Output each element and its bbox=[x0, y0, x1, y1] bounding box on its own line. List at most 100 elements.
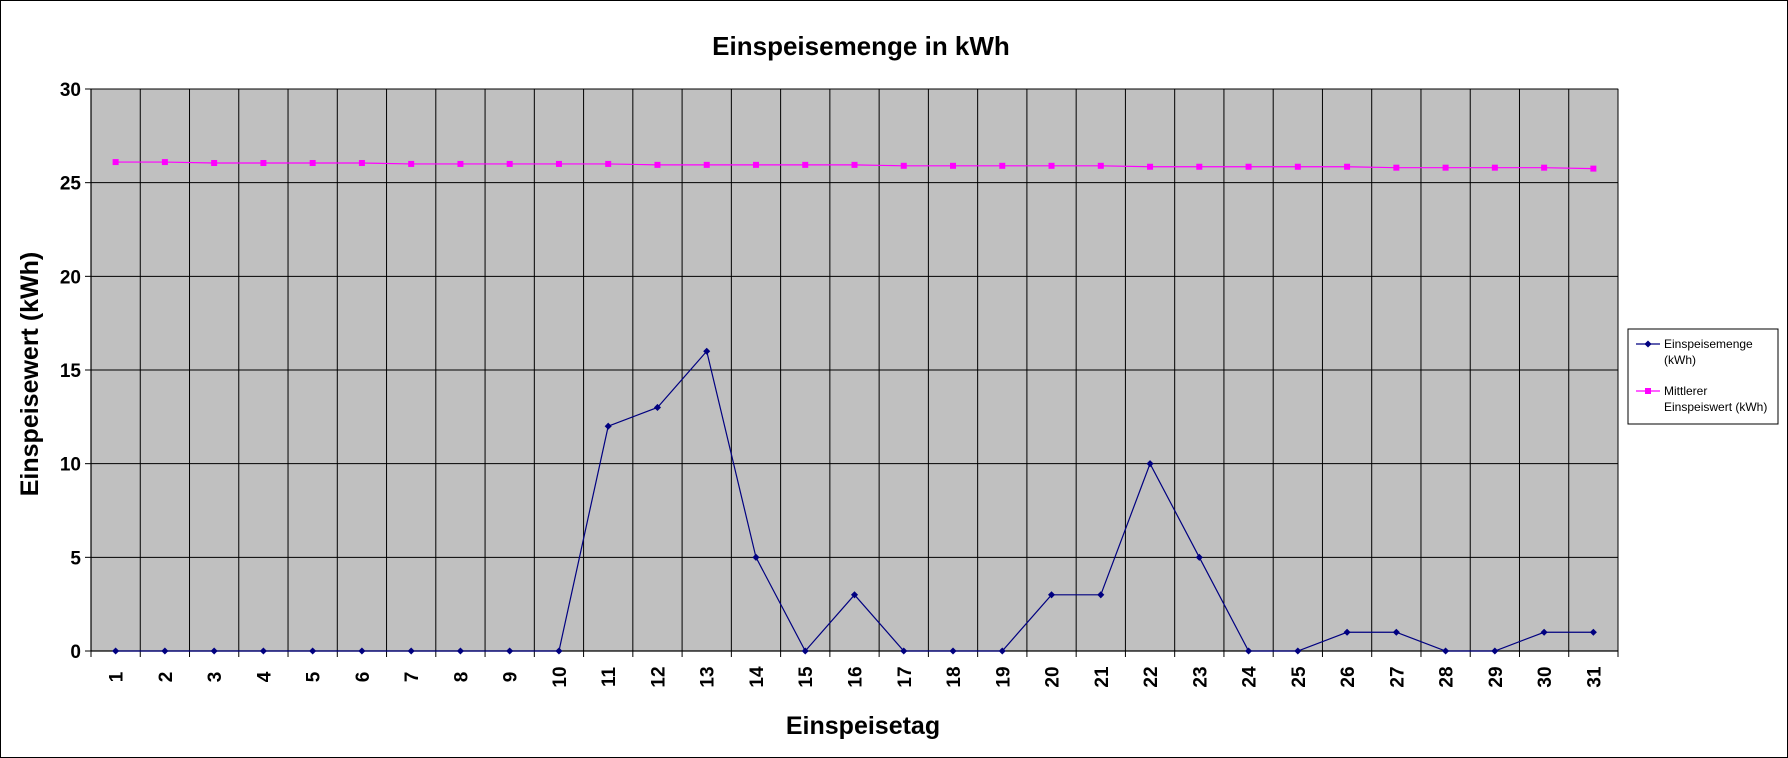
series-2-point-9 bbox=[506, 160, 513, 167]
series-2-point-11 bbox=[605, 160, 612, 167]
x-tick-label-21: 21 bbox=[1092, 666, 1113, 688]
x-tick-label-6: 6 bbox=[353, 672, 374, 683]
legend-label-mittlerer-1: Mittlerer bbox=[1664, 384, 1707, 398]
series-2-point-13 bbox=[703, 161, 710, 168]
series-2-point-23 bbox=[1196, 163, 1203, 170]
series-2-point-5 bbox=[309, 159, 316, 166]
x-tick-label-9: 9 bbox=[501, 672, 522, 683]
series-1-point-3 bbox=[210, 647, 218, 655]
legend-label-einspeisemenge-1: Einspeisemenge bbox=[1664, 337, 1753, 351]
series-2-point-7 bbox=[408, 160, 415, 167]
x-tick-label-3: 3 bbox=[205, 672, 226, 683]
series-2-point-21 bbox=[1097, 162, 1104, 169]
vertical-gridlines bbox=[90, 89, 1619, 651]
x-tick-label-1: 1 bbox=[107, 671, 128, 682]
x-tick-label-18: 18 bbox=[944, 666, 965, 687]
x-tick-label-24: 24 bbox=[1240, 666, 1261, 688]
series-2-point-27 bbox=[1393, 164, 1400, 171]
x-tick-label-15: 15 bbox=[796, 666, 817, 688]
x-tick-label-10: 10 bbox=[550, 666, 571, 687]
series-2-point-2 bbox=[161, 159, 168, 166]
legend-box bbox=[1627, 328, 1779, 425]
x-tick-label-7: 7 bbox=[402, 672, 423, 683]
series-1-point-14 bbox=[752, 553, 760, 561]
series-1-point-18 bbox=[949, 647, 957, 655]
x-tick-label-29: 29 bbox=[1486, 666, 1507, 687]
series-2-point-29 bbox=[1491, 164, 1498, 171]
series-2-point-6 bbox=[358, 159, 365, 166]
series-1-point-10 bbox=[555, 647, 563, 655]
series-2-point-18 bbox=[950, 162, 957, 169]
y-tick-label-20: 20 bbox=[60, 267, 81, 288]
series-1-point-5 bbox=[309, 647, 317, 655]
series-2-point-8 bbox=[457, 160, 464, 167]
legend-label-einspeisemenge-2: (kWh) bbox=[1664, 353, 1696, 367]
series-1-point-17 bbox=[900, 647, 908, 655]
series-2-point-24 bbox=[1245, 163, 1252, 170]
series-1-point-13 bbox=[703, 347, 711, 355]
series-1-point-6 bbox=[358, 647, 366, 655]
x-tick-label-11: 11 bbox=[599, 667, 620, 688]
series-2-point-12 bbox=[654, 161, 661, 168]
y-axis-title: Einspeisewert (kWh) bbox=[16, 252, 44, 497]
legend: Einspeisemenge (kWh) Mittlerer Einspeisw… bbox=[1627, 328, 1779, 425]
series-1-point-12 bbox=[653, 403, 662, 412]
x-axis-title: Einspeisetag bbox=[786, 712, 940, 740]
x-tick-label-8: 8 bbox=[451, 672, 472, 683]
series-2-point-1 bbox=[112, 159, 119, 166]
series-2-point-10 bbox=[555, 160, 562, 167]
series-1-point-15 bbox=[801, 647, 809, 655]
series-2-point-3 bbox=[211, 159, 218, 166]
x-tick-label-14: 14 bbox=[747, 666, 768, 688]
legend-label-mittlerer-2: Einspeiswert (kWh) bbox=[1664, 400, 1767, 414]
series-2 bbox=[112, 159, 1597, 172]
x-tick-label-22: 22 bbox=[1141, 666, 1162, 687]
y-axis-ticks: 0 5 10 15 20 25 30 bbox=[60, 80, 91, 663]
series-2-point-16 bbox=[851, 161, 858, 168]
x-tick-label-13: 13 bbox=[698, 666, 719, 687]
series-2-point-19 bbox=[999, 162, 1006, 169]
x-axis-ticks: 1 2 3 4 5 6 7 8 9 10 11 12 13 14 15 16 17 18 19 20 21 22 23 24 2… bbox=[90, 651, 1619, 688]
series-2-point-28 bbox=[1442, 164, 1449, 171]
series-2-point-22 bbox=[1147, 163, 1154, 170]
series-1-point-9 bbox=[506, 647, 514, 655]
x-tick-label-12: 12 bbox=[648, 666, 669, 687]
series-2-point-26 bbox=[1344, 163, 1351, 170]
y-tick-label-15: 15 bbox=[60, 361, 82, 382]
x-tick-label-23: 23 bbox=[1190, 666, 1211, 687]
series-2-point-25 bbox=[1294, 163, 1301, 170]
series-2-point-30 bbox=[1541, 164, 1548, 171]
x-tick-label-5: 5 bbox=[304, 671, 325, 682]
x-tick-label-31: 31 bbox=[1584, 666, 1605, 688]
x-tick-label-19: 19 bbox=[993, 666, 1014, 687]
series-1-point-4 bbox=[259, 647, 267, 655]
series-1-point-19 bbox=[998, 647, 1006, 655]
x-tick-label-20: 20 bbox=[1043, 666, 1064, 687]
series-1-point-7 bbox=[407, 647, 415, 655]
series-2-point-17 bbox=[900, 162, 907, 169]
series-1-point-11 bbox=[604, 422, 612, 430]
x-tick-label-4: 4 bbox=[254, 671, 275, 682]
series-1-point-16 bbox=[850, 591, 859, 599]
x-tick-label-30: 30 bbox=[1535, 666, 1556, 687]
series-1-point-8 bbox=[456, 647, 464, 655]
y-tick-label-0: 0 bbox=[70, 642, 81, 663]
legend-marker-mittlerer bbox=[1645, 388, 1651, 394]
x-tick-label-25: 25 bbox=[1289, 666, 1310, 688]
y-tick-label-30: 30 bbox=[60, 80, 81, 101]
y-tick-label-10: 10 bbox=[60, 455, 81, 476]
x-tick-label-2: 2 bbox=[156, 672, 177, 683]
x-tick-label-17: 17 bbox=[895, 666, 916, 687]
y-tick-label-5: 5 bbox=[70, 548, 81, 569]
series-1-point-2 bbox=[161, 647, 169, 655]
x-tick-label-28: 28 bbox=[1437, 666, 1458, 687]
series-1-point-1 bbox=[112, 647, 120, 655]
series-2-point-15 bbox=[802, 161, 809, 168]
series-2-point-4 bbox=[260, 159, 267, 166]
x-tick-label-26: 26 bbox=[1338, 666, 1359, 687]
series-2-point-20 bbox=[1048, 162, 1055, 169]
x-tick-label-27: 27 bbox=[1387, 666, 1408, 687]
legend-entry-mittlerer: Mittlerer Einspeiswert (kWh) bbox=[1636, 384, 1767, 414]
